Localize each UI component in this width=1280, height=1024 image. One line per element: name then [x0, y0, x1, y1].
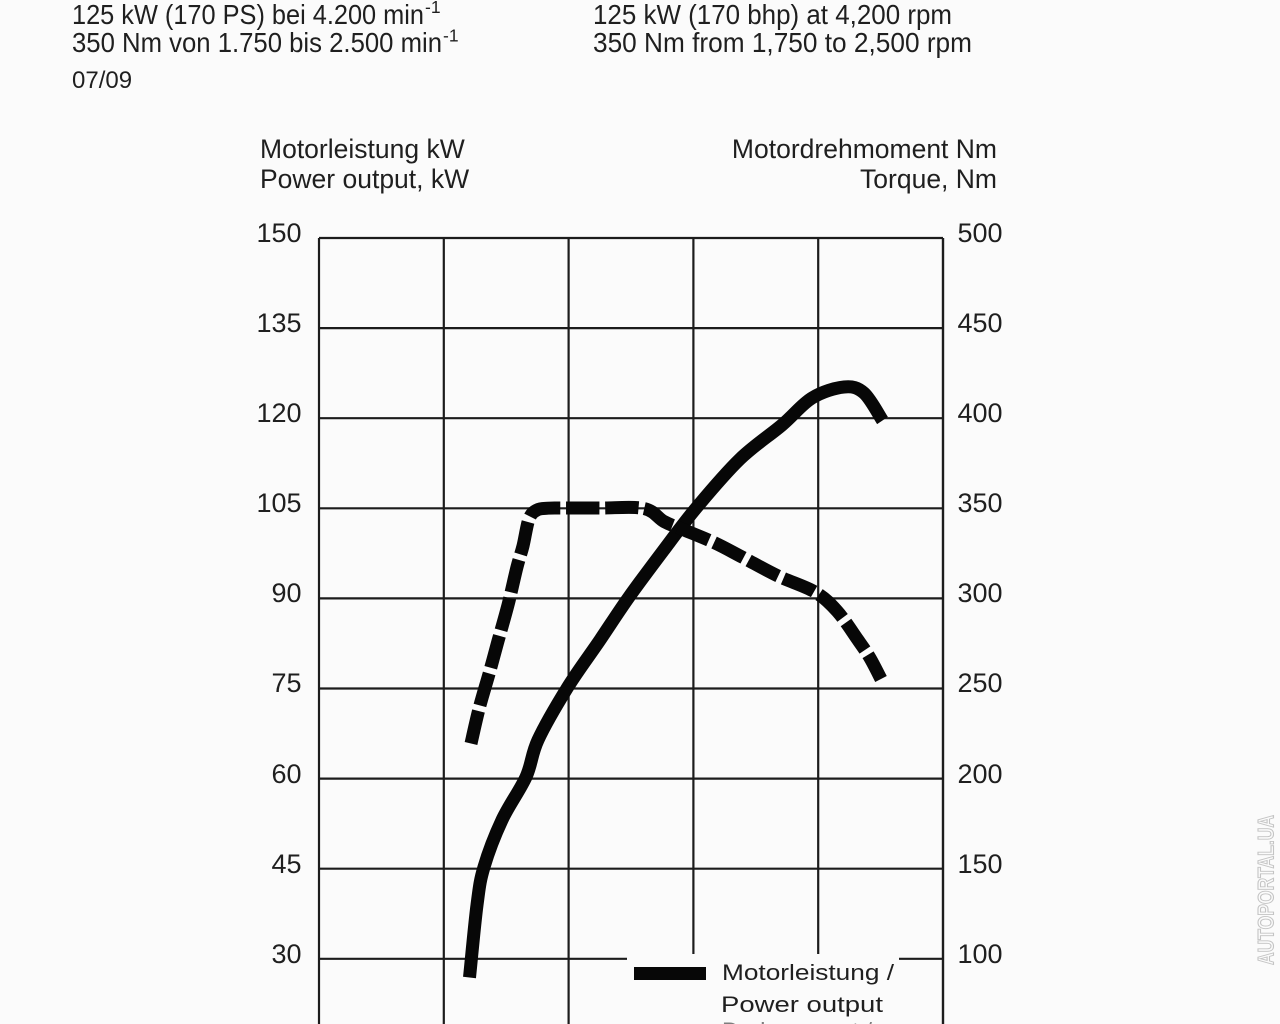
svg-text:AUTOPORTAL.UA: AUTOPORTAL.UA	[1254, 815, 1279, 965]
svg-text:90: 90	[271, 578, 301, 608]
svg-text:75: 75	[271, 668, 301, 698]
svg-text:60: 60	[271, 759, 301, 789]
svg-text:250: 250	[958, 668, 1003, 698]
svg-text:350 Nm von 1.750 bis 2.500 min: 350 Nm von 1.750 bis 2.500 min	[72, 27, 442, 58]
svg-text:150: 150	[256, 218, 301, 248]
svg-text:45: 45	[271, 849, 301, 879]
svg-text:125 kW (170 bhp) at 4,200 rpm: 125 kW (170 bhp) at 4,200 rpm	[593, 0, 952, 30]
svg-text:07/09: 07/09	[72, 67, 132, 94]
svg-text:-1: -1	[425, 0, 441, 17]
svg-text:150: 150	[958, 849, 1003, 879]
svg-text:Power output: Power output	[721, 992, 884, 1017]
svg-text:Motorleistung /: Motorleistung /	[722, 960, 895, 985]
svg-text:-1: -1	[443, 26, 459, 46]
svg-text:Drehmoment /: Drehmoment /	[722, 1018, 873, 1024]
svg-text:Motorleistung kW: Motorleistung kW	[260, 134, 465, 164]
svg-text:200: 200	[958, 759, 1003, 789]
svg-text:400: 400	[958, 398, 1003, 428]
svg-text:Torque, Nm: Torque, Nm	[860, 164, 997, 194]
svg-text:350: 350	[958, 488, 1003, 518]
svg-text:350 Nm from 1,750 to 2,500 rpm: 350 Nm from 1,750 to 2,500 rpm	[593, 27, 972, 58]
svg-text:120: 120	[256, 398, 301, 428]
svg-text:135: 135	[256, 308, 301, 338]
svg-text:100: 100	[958, 939, 1003, 969]
svg-text:30: 30	[271, 939, 301, 969]
svg-text:300: 300	[958, 578, 1003, 608]
svg-text:125 kW (170 PS) bei 4.200 min: 125 kW (170 PS) bei 4.200 min	[72, 0, 424, 30]
svg-text:Motordrehmoment Nm: Motordrehmoment Nm	[732, 134, 997, 164]
svg-text:Power output, kW: Power output, kW	[260, 164, 469, 194]
svg-text:500: 500	[958, 218, 1003, 248]
svg-text:105: 105	[256, 488, 301, 518]
svg-text:450: 450	[958, 308, 1003, 338]
